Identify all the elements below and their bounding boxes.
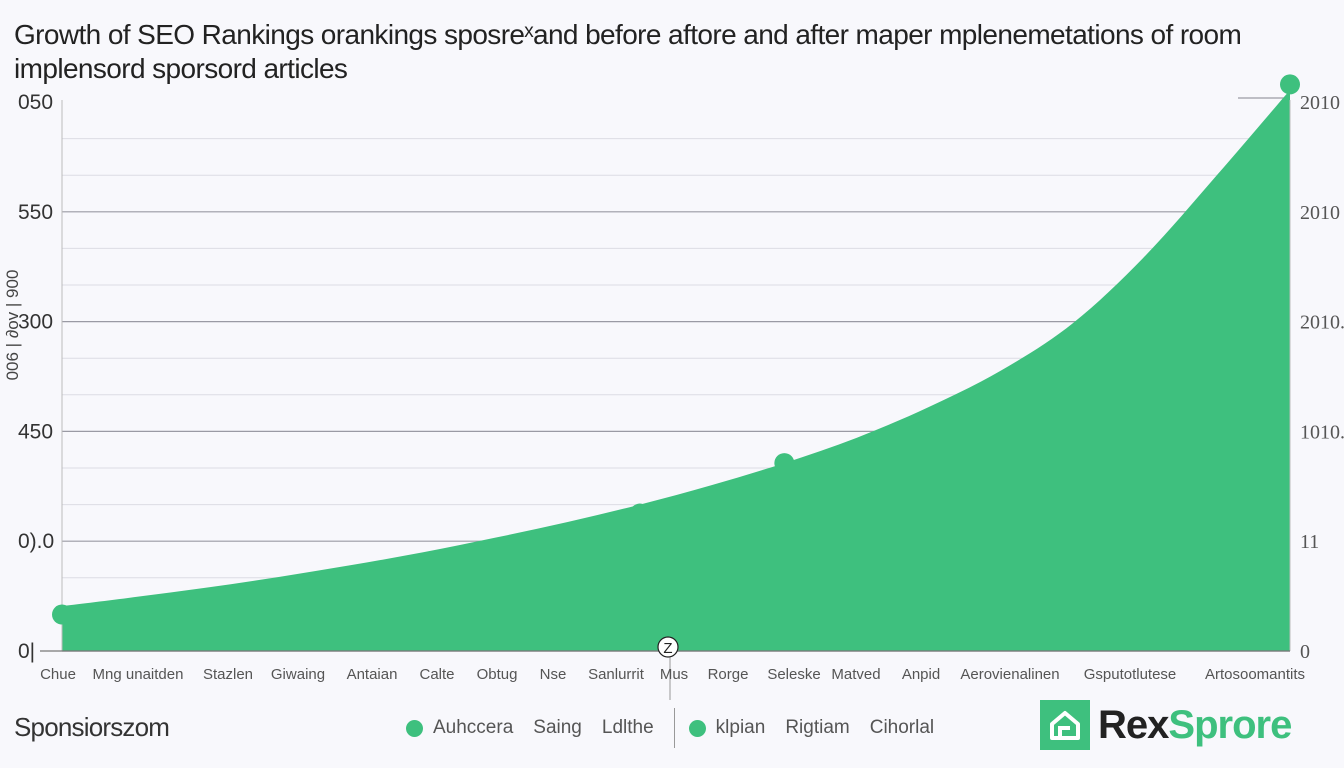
x-tick-label: Sanlurrit [588,666,645,683]
y-tick-label-left: 550 [18,201,53,224]
data-points [52,74,1300,625]
y-tick-label-right: 11 [1300,531,1319,553]
legend: Auhccera Saing Ldlthe klpian Rigtiam Cih… [406,708,954,748]
legend-item: Saing [533,717,582,738]
logo-word-1: Rex [1098,702,1169,747]
y-tick-label-right: 2010 [1300,92,1340,114]
y-tick-label-left: 0| [18,640,35,663]
data-point [774,453,795,474]
x-tick-label: Mng unaitden [93,666,184,683]
legend-dot [406,719,423,737]
y-axis-label: 006 | ∂ov | 900 [3,270,22,381]
y-tick-label-right: 2010 [1300,202,1340,224]
marker-label: Z [663,640,672,657]
data-point [629,503,650,524]
x-tick-label: Matved [831,666,880,683]
x-tick-label: Artosoomantits [1205,666,1305,683]
legend-item: Cihorlal [869,717,935,738]
series-area [62,90,1290,651]
y-tick-label-right: 0 [1300,641,1310,663]
x-tick-label: Gsputotlutese [1084,666,1177,683]
marker-badge [657,636,679,658]
x-tick-label: Aerovienalinen [960,666,1059,683]
legend-divider [673,708,675,748]
data-point [1280,74,1300,95]
chart-title: Growth of SEO Rankings orankings sposreˣ… [14,19,1242,84]
center-marker: Z [657,636,679,658]
y-tick-label-left: 450 [18,420,53,443]
x-tick-label: Anpid [902,666,940,683]
y-tick-label-left: 300 [18,311,53,334]
legend-group-1: Auhccera Saing Ldlthe [406,717,674,739]
x-tick-label: Giwaing [271,666,325,683]
y-axis-left-ticks: 050 550 300 450 0).0 0| [18,91,54,663]
legend-item: Auhccera [433,717,514,738]
data-point [52,604,72,625]
legend-item: Rigtiam [785,717,850,738]
x-tick-label: Obtug [477,666,518,683]
y-tick-label-left: 050 [18,91,53,114]
y-tick-label-right: 2010. [1300,312,1344,334]
legend-item: Ldlthe [601,717,654,738]
x-tick-label: Stazlen [203,666,253,683]
legend-dot [688,719,706,737]
house-icon [1040,700,1090,750]
x-tick-label: Chue [40,666,76,683]
x-tick-label: Nse [540,666,567,683]
y-axis-right-ticks: 2010 2010 2010. 1010. 11 0 [1300,92,1344,663]
footer-brand: Sponsiorszom [14,712,170,742]
y-tick-label-left: 0).0 [18,530,54,553]
legend-item: klpian [715,717,766,738]
chart-plot: 050 550 300 450 0).0 0| 2010 2010 2010. 1010. 11 0… [3,74,1344,700]
legend-group-2: klpian Rigtiam Cihorlal [688,717,954,739]
x-tick-label: Rorge [708,666,749,683]
x-tick-label: Calte [419,666,454,683]
brand-logo: RexSprore [1040,700,1292,750]
logo-text: RexSprore [1098,702,1292,748]
y-tick-label-right: 1010. [1300,421,1344,443]
x-tick-label: Mus [660,666,688,683]
logo-word-2: Sprore [1168,702,1292,747]
x-tick-label: Antaian [347,666,398,683]
x-axis-ticks: Chue Mng unaitden Stazlen Giwaing Antaian Cal… [40,666,1305,683]
x-tick-label: Seleske [767,666,820,683]
